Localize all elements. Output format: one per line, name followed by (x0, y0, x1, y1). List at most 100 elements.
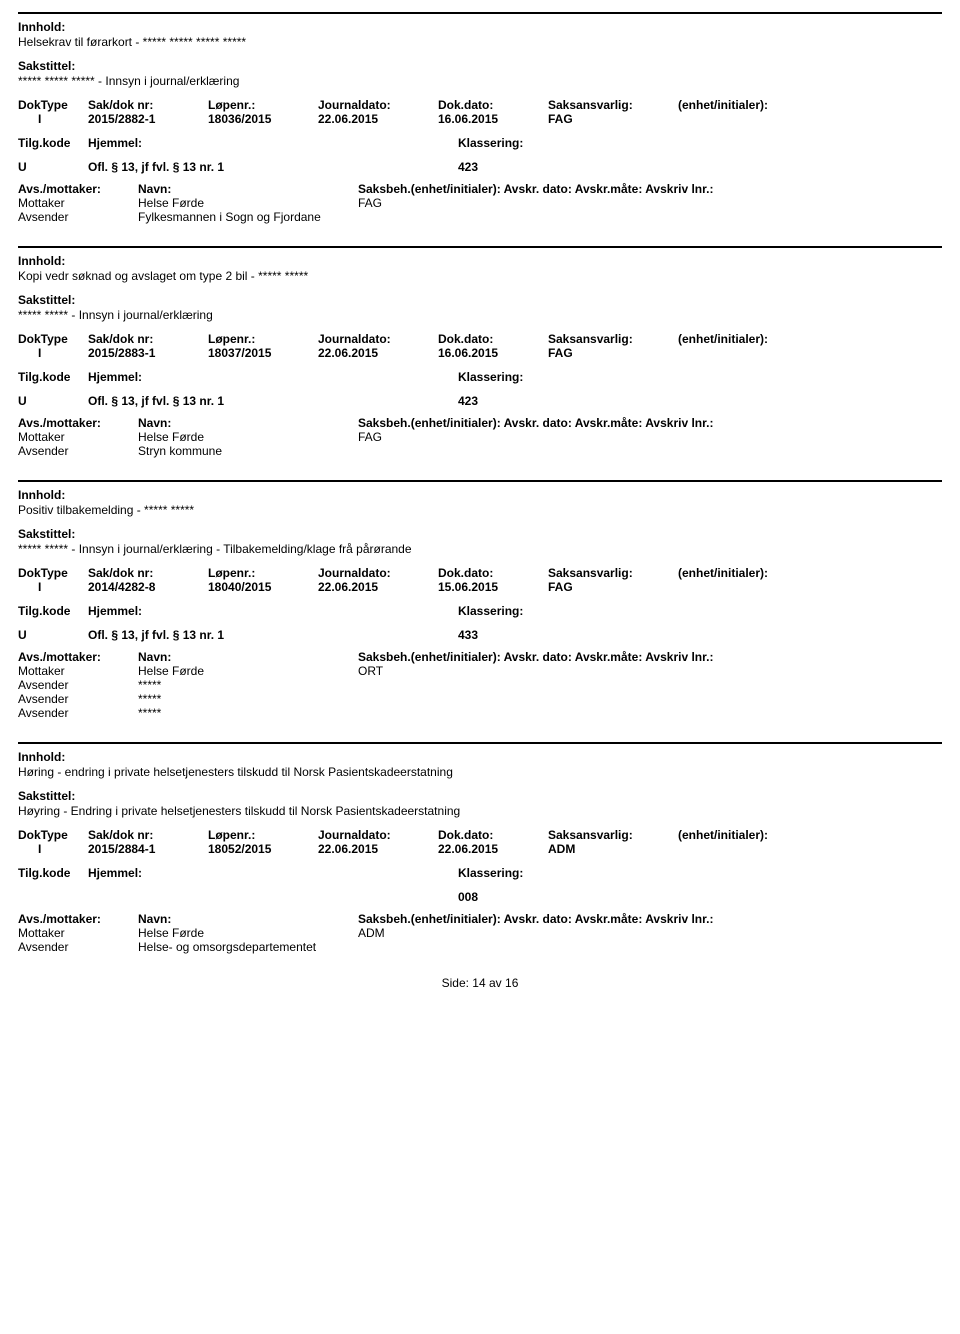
hjemmel-label: Hjemmel: (88, 604, 458, 618)
saknr-label: Sak/dok nr: (88, 332, 208, 346)
saknr-label: Sak/dok nr: (88, 98, 208, 112)
meta-value-row: I 2015/2884-1 18052/2015 22.06.2015 22.0… (18, 842, 942, 856)
party-row: Avsender Fylkesmannen i Sogn og Fjordane (18, 210, 942, 224)
avsmottaker-label: Avs./mottaker: (18, 416, 138, 430)
sakstittel-value: ***** ***** - Innsyn i journal/erklæring (18, 308, 942, 322)
enhet-label: (enhet/initialer): (678, 98, 768, 112)
lopenr-label: Løpenr.: (208, 332, 318, 346)
party-header-row: Avs./mottaker: Navn: Saksbeh.(enhet/init… (18, 912, 942, 926)
lopenr-value: 18052/2015 (208, 842, 318, 856)
dokdato-value: 15.06.2015 (438, 580, 548, 594)
party-row: Mottaker Helse Førde FAG (18, 196, 942, 210)
party-role: Mottaker (18, 430, 138, 444)
saknr-label: Sak/dok nr: (88, 566, 208, 580)
sakstittel-value: ***** ***** - Innsyn i journal/erklæring… (18, 542, 942, 556)
hjemmel-value-row: U Ofl. § 13, jf fvl. § 13 nr. 1 423 (18, 394, 942, 408)
innhold-label: Innhold: (18, 488, 942, 502)
journal-record: Innhold: Høring - endring i private hels… (18, 742, 942, 968)
avsmottaker-label: Avs./mottaker: (18, 182, 138, 196)
hjemmel-header-row: Tilg.kode Hjemmel: Klassering: (18, 604, 942, 618)
records-container: Innhold: Helsekrav til førarkort - *****… (18, 12, 942, 968)
doktype-value: I (18, 842, 88, 856)
party-name: ***** (138, 706, 358, 720)
avsmottaker-label: Avs./mottaker: (18, 912, 138, 926)
innhold-label: Innhold: (18, 254, 942, 268)
party-role: Mottaker (18, 196, 138, 210)
tilgkode-value: U (18, 628, 88, 642)
footer-page-current: 14 (472, 976, 485, 990)
party-role: Avsender (18, 706, 138, 720)
lopenr-value: 18037/2015 (208, 346, 318, 360)
tilgkode-value: U (18, 160, 88, 174)
navn-label: Navn: (138, 912, 358, 926)
navn-label: Navn: (138, 416, 358, 430)
sakstittel-label: Sakstittel: (18, 293, 942, 307)
dokdato-value: 16.06.2015 (438, 346, 548, 360)
journaldato-label: Journaldato: (318, 566, 438, 580)
party-name: Helse Førde (138, 664, 358, 678)
saknr-label: Sak/dok nr: (88, 828, 208, 842)
hjemmel-value: Ofl. § 13, jf fvl. § 13 nr. 1 (88, 394, 458, 408)
party-role: Avsender (18, 678, 138, 692)
party-name: ***** (138, 678, 358, 692)
saknr-value: 2015/2883-1 (88, 346, 208, 360)
journaldato-label: Journaldato: (318, 98, 438, 112)
party-row: Mottaker Helse Førde ORT (18, 664, 942, 678)
lopenr-value: 18036/2015 (208, 112, 318, 126)
party-name: Helse Førde (138, 926, 358, 940)
hjemmel-header-row: Tilg.kode Hjemmel: Klassering: (18, 866, 942, 880)
dokdato-label: Dok.dato: (438, 566, 548, 580)
hjemmel-value: Ofl. § 13, jf fvl. § 13 nr. 1 (88, 628, 458, 642)
doktype-label: DokType (18, 566, 88, 580)
sakstittel-value: Høyring - Endring i private helsetjenest… (18, 804, 942, 818)
enhet-label: (enhet/initialer): (678, 828, 768, 842)
party-role: Mottaker (18, 926, 138, 940)
footer-page-sep: av (489, 976, 502, 990)
sakstittel-value: ***** ***** ***** - Innsyn i journal/erk… (18, 74, 942, 88)
page-footer: Side: 14 av 16 (18, 976, 942, 990)
saksansvarlig-value: ADM (548, 842, 678, 856)
party-row: Mottaker Helse Førde ADM (18, 926, 942, 940)
meta-value-row: I 2015/2883-1 18037/2015 22.06.2015 16.0… (18, 346, 942, 360)
doktype-value: I (18, 346, 88, 360)
party-name: Stryn kommune (138, 444, 358, 458)
party-name: Helse Førde (138, 196, 358, 210)
journaldato-label: Journaldato: (318, 828, 438, 842)
saksansvarlig-value: FAG (548, 112, 678, 126)
hjemmel-label: Hjemmel: (88, 370, 458, 384)
hjemmel-header-row: Tilg.kode Hjemmel: Klassering: (18, 136, 942, 150)
innhold-value: Kopi vedr søknad og avslaget om type 2 b… (18, 269, 942, 283)
dokdato-value: 22.06.2015 (438, 842, 548, 856)
dokdato-label: Dok.dato: (438, 828, 548, 842)
party-row: Avsender Stryn kommune (18, 444, 942, 458)
journaldato-value: 22.06.2015 (318, 346, 438, 360)
avsmottaker-label: Avs./mottaker: (18, 650, 138, 664)
innhold-label: Innhold: (18, 750, 942, 764)
klassering-label: Klassering: (458, 136, 523, 150)
meta-header-row: DokType Sak/dok nr: Løpenr.: Journaldato… (18, 828, 942, 842)
party-unit: ADM (358, 926, 385, 940)
party-role: Avsender (18, 444, 138, 458)
dokdato-value: 16.06.2015 (438, 112, 548, 126)
doktype-value: I (18, 112, 88, 126)
klassering-value: 423 (458, 160, 478, 174)
hjemmel-label: Hjemmel: (88, 866, 458, 880)
klassering-value: 008 (458, 890, 478, 904)
journaldato-value: 22.06.2015 (318, 112, 438, 126)
meta-value-row: I 2015/2882-1 18036/2015 22.06.2015 16.0… (18, 112, 942, 126)
navn-label: Navn: (138, 650, 358, 664)
journal-record: Innhold: Kopi vedr søknad og avslaget om… (18, 246, 942, 472)
party-unit: ORT (358, 664, 383, 678)
party-row: Avsender ***** (18, 678, 942, 692)
saksbeh-label: Saksbeh.(enhet/initialer): Avskr. dato: … (358, 182, 713, 196)
party-role: Mottaker (18, 664, 138, 678)
meta-value-row: I 2014/4282-8 18040/2015 22.06.2015 15.0… (18, 580, 942, 594)
journal-record: Innhold: Positiv tilbakemelding - ***** … (18, 480, 942, 734)
tilgkode-value: U (18, 394, 88, 408)
klassering-label: Klassering: (458, 370, 523, 384)
tilgkode-label: Tilg.kode (18, 136, 88, 150)
dokdato-label: Dok.dato: (438, 332, 548, 346)
saksansvarlig-value: FAG (548, 346, 678, 360)
hjemmel-value (88, 890, 458, 904)
navn-label: Navn: (138, 182, 358, 196)
